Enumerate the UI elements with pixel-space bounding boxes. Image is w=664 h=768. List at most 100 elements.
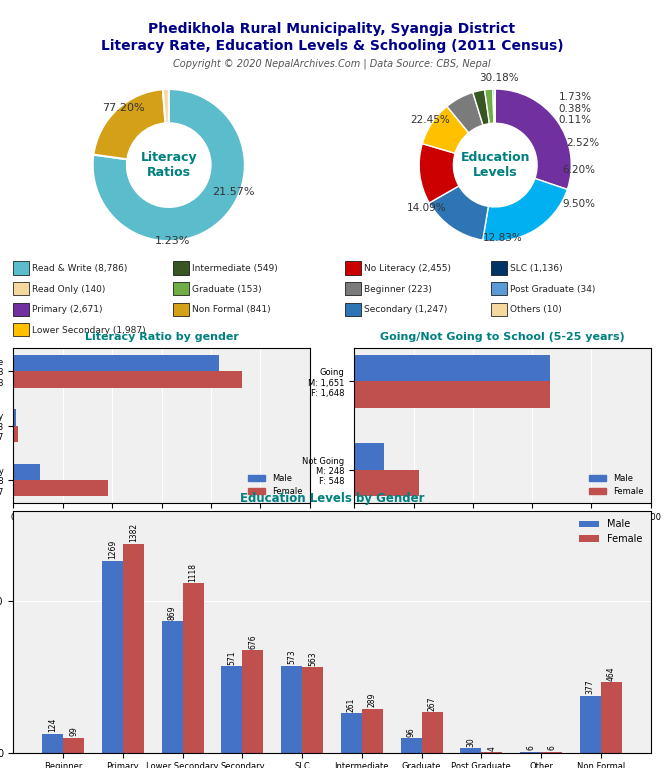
Text: 464: 464 <box>607 667 616 681</box>
Text: Copyright © 2020 NepalArchives.Com | Data Source: CBS, Nepal: Copyright © 2020 NepalArchives.Com | Dat… <box>173 58 491 68</box>
Text: 22.45%: 22.45% <box>411 115 450 125</box>
Wedge shape <box>473 90 489 125</box>
Legend: Male, Female: Male, Female <box>245 471 305 499</box>
Wedge shape <box>495 89 571 190</box>
Bar <box>354 382 550 408</box>
Text: 96: 96 <box>406 727 416 737</box>
Text: 1.23%: 1.23% <box>155 237 191 247</box>
Title: Going/Not Going to School (5-25 years): Going/Not Going to School (5-25 years) <box>380 332 625 342</box>
Bar <box>302 667 323 753</box>
Bar <box>282 666 302 753</box>
Bar <box>541 752 562 753</box>
Text: 4: 4 <box>487 746 496 750</box>
Bar <box>13 355 219 371</box>
Bar <box>354 470 419 496</box>
Wedge shape <box>93 89 245 241</box>
Wedge shape <box>485 89 494 124</box>
Bar <box>63 737 84 753</box>
Bar <box>491 261 507 275</box>
Text: 9.50%: 9.50% <box>562 199 596 209</box>
Bar <box>13 409 16 425</box>
Text: 6: 6 <box>547 746 556 750</box>
Bar <box>162 621 183 753</box>
Text: 0.38%: 0.38% <box>558 104 592 114</box>
Text: Phedikhola Rural Municipality, Syangja District: Phedikhola Rural Municipality, Syangja D… <box>149 22 515 37</box>
Text: 1269: 1269 <box>108 540 117 559</box>
Wedge shape <box>163 89 169 124</box>
Text: Lower Secondary (1,987): Lower Secondary (1,987) <box>33 326 146 335</box>
Bar <box>173 261 189 275</box>
Wedge shape <box>422 106 469 154</box>
Bar <box>13 425 17 442</box>
Text: 99: 99 <box>69 727 78 737</box>
Text: 573: 573 <box>287 650 296 664</box>
Text: 2.52%: 2.52% <box>566 138 600 148</box>
Text: 30.18%: 30.18% <box>479 74 519 84</box>
Bar <box>341 713 362 753</box>
Text: 21.57%: 21.57% <box>212 187 255 197</box>
Bar <box>400 738 422 753</box>
Text: 12.83%: 12.83% <box>483 233 523 243</box>
Bar <box>13 371 242 388</box>
Wedge shape <box>94 89 165 159</box>
Text: Others (10): Others (10) <box>511 306 562 314</box>
Wedge shape <box>429 186 488 240</box>
Text: Literacy Rate, Education Levels & Schooling (2011 Census): Literacy Rate, Education Levels & School… <box>101 39 563 53</box>
Bar <box>222 667 242 753</box>
Text: 14.09%: 14.09% <box>407 203 447 213</box>
Text: 377: 377 <box>586 680 595 694</box>
Text: Intermediate (549): Intermediate (549) <box>192 264 278 273</box>
Bar <box>13 480 108 496</box>
Bar <box>173 303 189 316</box>
Bar <box>345 303 361 316</box>
Bar <box>354 355 550 382</box>
Text: Primary (2,671): Primary (2,671) <box>33 306 103 314</box>
Legend: Male, Female: Male, Female <box>586 471 647 499</box>
Text: 1.73%: 1.73% <box>558 92 592 102</box>
Bar <box>183 584 204 753</box>
Text: 6: 6 <box>526 746 535 750</box>
Bar <box>491 303 507 316</box>
Legend: Male, Female: Male, Female <box>576 515 646 548</box>
Text: 289: 289 <box>368 693 377 707</box>
Text: 869: 869 <box>168 605 177 620</box>
Title: Literacy Ratio by gender: Literacy Ratio by gender <box>84 332 238 342</box>
Text: No Literacy (2,455): No Literacy (2,455) <box>364 264 451 273</box>
Bar <box>13 323 29 336</box>
Bar <box>13 261 29 275</box>
Text: 563: 563 <box>308 651 317 666</box>
Text: Non Formal (841): Non Formal (841) <box>192 306 270 314</box>
Text: Graduate (153): Graduate (153) <box>192 285 262 294</box>
Bar <box>123 544 144 753</box>
Bar <box>460 748 481 753</box>
Text: 571: 571 <box>228 650 236 665</box>
Bar <box>242 650 264 753</box>
Text: Literacy
Ratios: Literacy Ratios <box>141 151 197 179</box>
Text: 261: 261 <box>347 697 356 712</box>
Text: Education
Levels: Education Levels <box>461 151 530 179</box>
Wedge shape <box>483 178 567 241</box>
Text: Read Only (140): Read Only (140) <box>33 285 106 294</box>
Bar <box>422 712 442 753</box>
Wedge shape <box>447 92 483 133</box>
Bar <box>13 464 40 480</box>
Bar <box>13 303 29 316</box>
Text: SLC (1,136): SLC (1,136) <box>511 264 563 273</box>
Title: Education Levels by Gender: Education Levels by Gender <box>240 492 424 505</box>
Text: Beginner (223): Beginner (223) <box>364 285 432 294</box>
Wedge shape <box>493 89 495 124</box>
Wedge shape <box>419 144 459 203</box>
Text: 1382: 1382 <box>129 523 138 542</box>
Bar <box>491 282 507 295</box>
Text: 77.20%: 77.20% <box>102 103 144 113</box>
Text: Read & Write (8,786): Read & Write (8,786) <box>33 264 127 273</box>
Bar <box>580 696 601 753</box>
Bar <box>345 261 361 275</box>
Text: 1118: 1118 <box>189 563 198 582</box>
Text: 676: 676 <box>248 634 258 649</box>
Text: 0.11%: 0.11% <box>558 115 592 125</box>
Text: 267: 267 <box>428 697 436 710</box>
Bar <box>362 709 382 753</box>
Bar <box>520 752 541 753</box>
Text: 124: 124 <box>48 718 57 733</box>
